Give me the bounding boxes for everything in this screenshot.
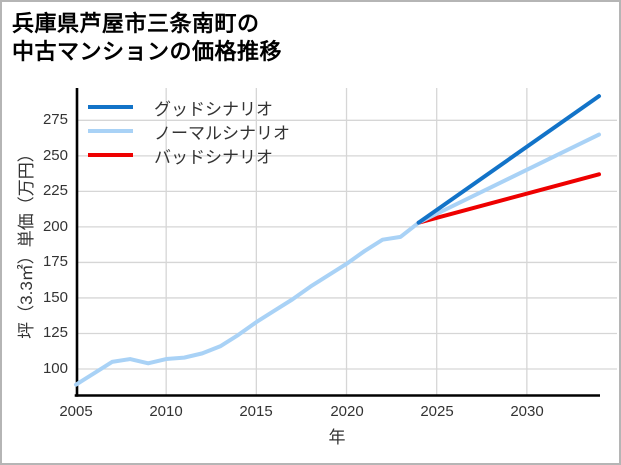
legend-label: バッドシナリオ [154, 147, 273, 167]
y-tick-label: 225 [42, 182, 68, 199]
x-tick-label: 2030 [510, 403, 544, 420]
legend-item-normal-scenario: ノーマルシナリオ [88, 119, 290, 143]
x-tick-label: 2020 [330, 403, 364, 420]
y-tick-label: 100 [42, 360, 68, 377]
y-axis-title: 坪（3.3㎡）単価（万円） [17, 145, 36, 339]
page-title: 兵庫県芦屋市三条南町の 中古マンションの価格推移 [12, 10, 282, 66]
title-line-2: 中古マンションの価格推移 [12, 39, 283, 64]
legend: グッドシナリオ ノーマルシナリオ バッドシナリオ [88, 95, 290, 167]
bad-scenario-line-swatch [88, 153, 133, 157]
x-axis-title: 年 [328, 428, 346, 447]
title-line-1: 兵庫県芦屋市三条南町の [12, 11, 260, 36]
y-tick-label: 150 [42, 289, 68, 306]
y-tick-label: 250 [42, 147, 68, 164]
x-tick-label: 2015 [239, 403, 273, 420]
y-tick-label: 275 [42, 111, 68, 128]
legend-label: グッドシナリオ [154, 99, 273, 119]
legend-item-bad-scenario: バッドシナリオ [88, 143, 290, 167]
x-tick-label: 2005 [59, 403, 93, 420]
good-scenario-line-swatch [88, 105, 133, 109]
normal-scenario-line-swatch [88, 129, 133, 133]
x-tick-label: 2025 [420, 403, 454, 420]
y-tick-label: 175 [42, 253, 68, 270]
y-tick-label: 200 [42, 218, 68, 235]
legend-item-good-scenario: グッドシナリオ [88, 95, 290, 119]
y-tick-label: 125 [42, 324, 68, 341]
x-tick-label: 2010 [149, 403, 183, 420]
legend-label: ノーマルシナリオ [154, 123, 290, 143]
